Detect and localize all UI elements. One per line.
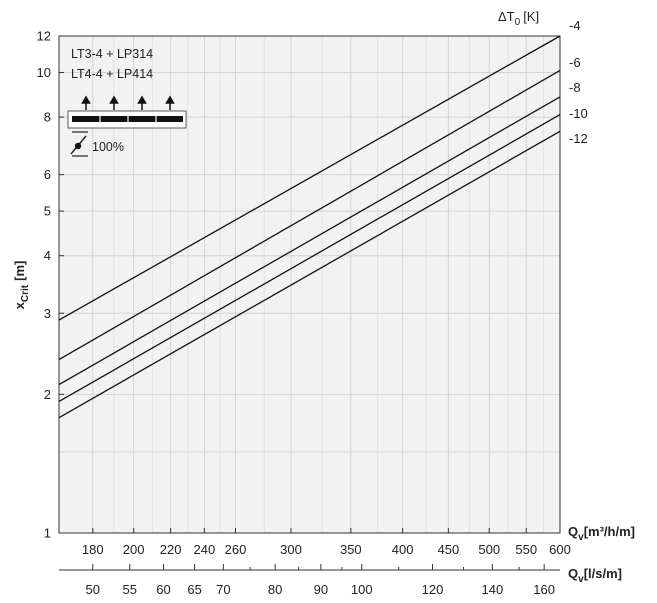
- series-lines: [58, 35, 561, 419]
- y-tick-label-12: 12: [37, 29, 51, 44]
- plot-frame: [58, 35, 561, 534]
- x2-tick-label-120: 120: [422, 582, 444, 597]
- series-label-minus-12: -12: [569, 131, 588, 146]
- y-axis-title-sub: Crit: [20, 284, 31, 302]
- airflow-arrow-icon: [81, 95, 175, 110]
- x-tick-label-300: 300: [280, 542, 302, 557]
- series-line-minus-4: [58, 35, 561, 321]
- x2-axis-title-main: Q: [568, 566, 578, 581]
- y-tick-label-2: 2: [44, 387, 51, 402]
- x-tick-label-220: 220: [160, 542, 182, 557]
- unit-diagram-icon: [67, 95, 187, 129]
- y-tick-label-4: 4: [44, 248, 51, 263]
- y-tick-label-6: 6: [44, 167, 51, 182]
- x-tick-label-400: 400: [392, 542, 414, 557]
- right-axis-title-prefix: ΔT: [498, 9, 515, 24]
- series-line-minus-8: [58, 96, 561, 386]
- y-axis-title: xCrit [m]: [12, 261, 31, 310]
- x2-tick-label-100: 100: [351, 582, 373, 597]
- legend-line-2: LT4-4 + LP414: [71, 67, 153, 81]
- right-axis-title: ΔT0 [K]: [498, 9, 539, 28]
- x2-tick-label-160: 160: [533, 582, 555, 597]
- x-tick-label-500: 500: [478, 542, 500, 557]
- series-line-minus-10: [58, 114, 561, 403]
- x2-tick-label-140: 140: [481, 582, 503, 597]
- x-tick-label-200: 200: [123, 542, 145, 557]
- y-tick-label-10: 10: [37, 65, 51, 80]
- x2-tick-label-55: 55: [123, 582, 137, 597]
- x2-axis: 50 55 60 65 70 80 90 100 120 140 160: [59, 564, 560, 597]
- series-label-minus-6: -6: [569, 55, 581, 70]
- right-axis-title-sub: 0: [515, 17, 521, 28]
- series-end-labels: -4 -6 -8 -10 -12: [569, 18, 588, 146]
- y-axis-title-main: x: [12, 301, 27, 309]
- damper-icon: [70, 131, 88, 157]
- y-tick-label-5: 5: [44, 204, 51, 219]
- x-tick-label-600: 600: [549, 542, 571, 557]
- x2-axis-title: Qv[l/s/m]: [568, 566, 622, 585]
- x2-tick-label-80: 80: [268, 582, 282, 597]
- series-label-minus-8: -8: [569, 80, 581, 95]
- right-axis-title-unit: [K]: [523, 9, 539, 24]
- x2-tick-label-60: 60: [156, 582, 170, 597]
- x-tick-label-350: 350: [340, 542, 362, 557]
- y-axis-title-unit: [m]: [12, 261, 27, 281]
- damper-percent-label: 100%: [92, 140, 124, 154]
- major-grid: [59, 36, 560, 533]
- legend-line-1: LT3-4 + LP314: [71, 47, 153, 61]
- x2-tick-label-50: 50: [86, 582, 100, 597]
- x-axis-title-main: Q: [568, 524, 578, 539]
- legend: LT3-4 + LP314 LT4-4 + LP414 100%: [67, 47, 187, 157]
- series-label-minus-4: -4: [569, 18, 581, 33]
- y-tick-label-3: 3: [44, 306, 51, 321]
- x2-tick-label-90: 90: [314, 582, 328, 597]
- x-tick-label-240: 240: [194, 542, 216, 557]
- x-axis-title-unit: [m³/h/m]: [584, 524, 635, 539]
- x2-tick-label-65: 65: [187, 582, 201, 597]
- x-axis-title: Qv[m³/h/m]: [568, 524, 635, 543]
- series-line-minus-6: [58, 69, 561, 361]
- x-tick-label-260: 260: [225, 542, 247, 557]
- x2-axis-title-sub: v: [578, 574, 584, 585]
- x2-axis-title-unit: [l/s/m]: [584, 566, 622, 581]
- y-tick-label-8: 8: [44, 110, 51, 125]
- x2-tick-label-70: 70: [216, 582, 230, 597]
- x-tick-label-550: 550: [515, 542, 537, 557]
- x-axis-title-sub: v: [578, 532, 584, 543]
- x-axis-ticks: 180 200 220 240 260 300 350 400 450 500 550 600: [82, 528, 571, 557]
- series-line-minus-12: [58, 130, 561, 419]
- x-tick-label-450: 450: [438, 542, 460, 557]
- y-tick-label-1: 1: [44, 526, 51, 541]
- series-label-minus-10: -10: [569, 106, 588, 121]
- x-tick-label-180: 180: [82, 542, 104, 557]
